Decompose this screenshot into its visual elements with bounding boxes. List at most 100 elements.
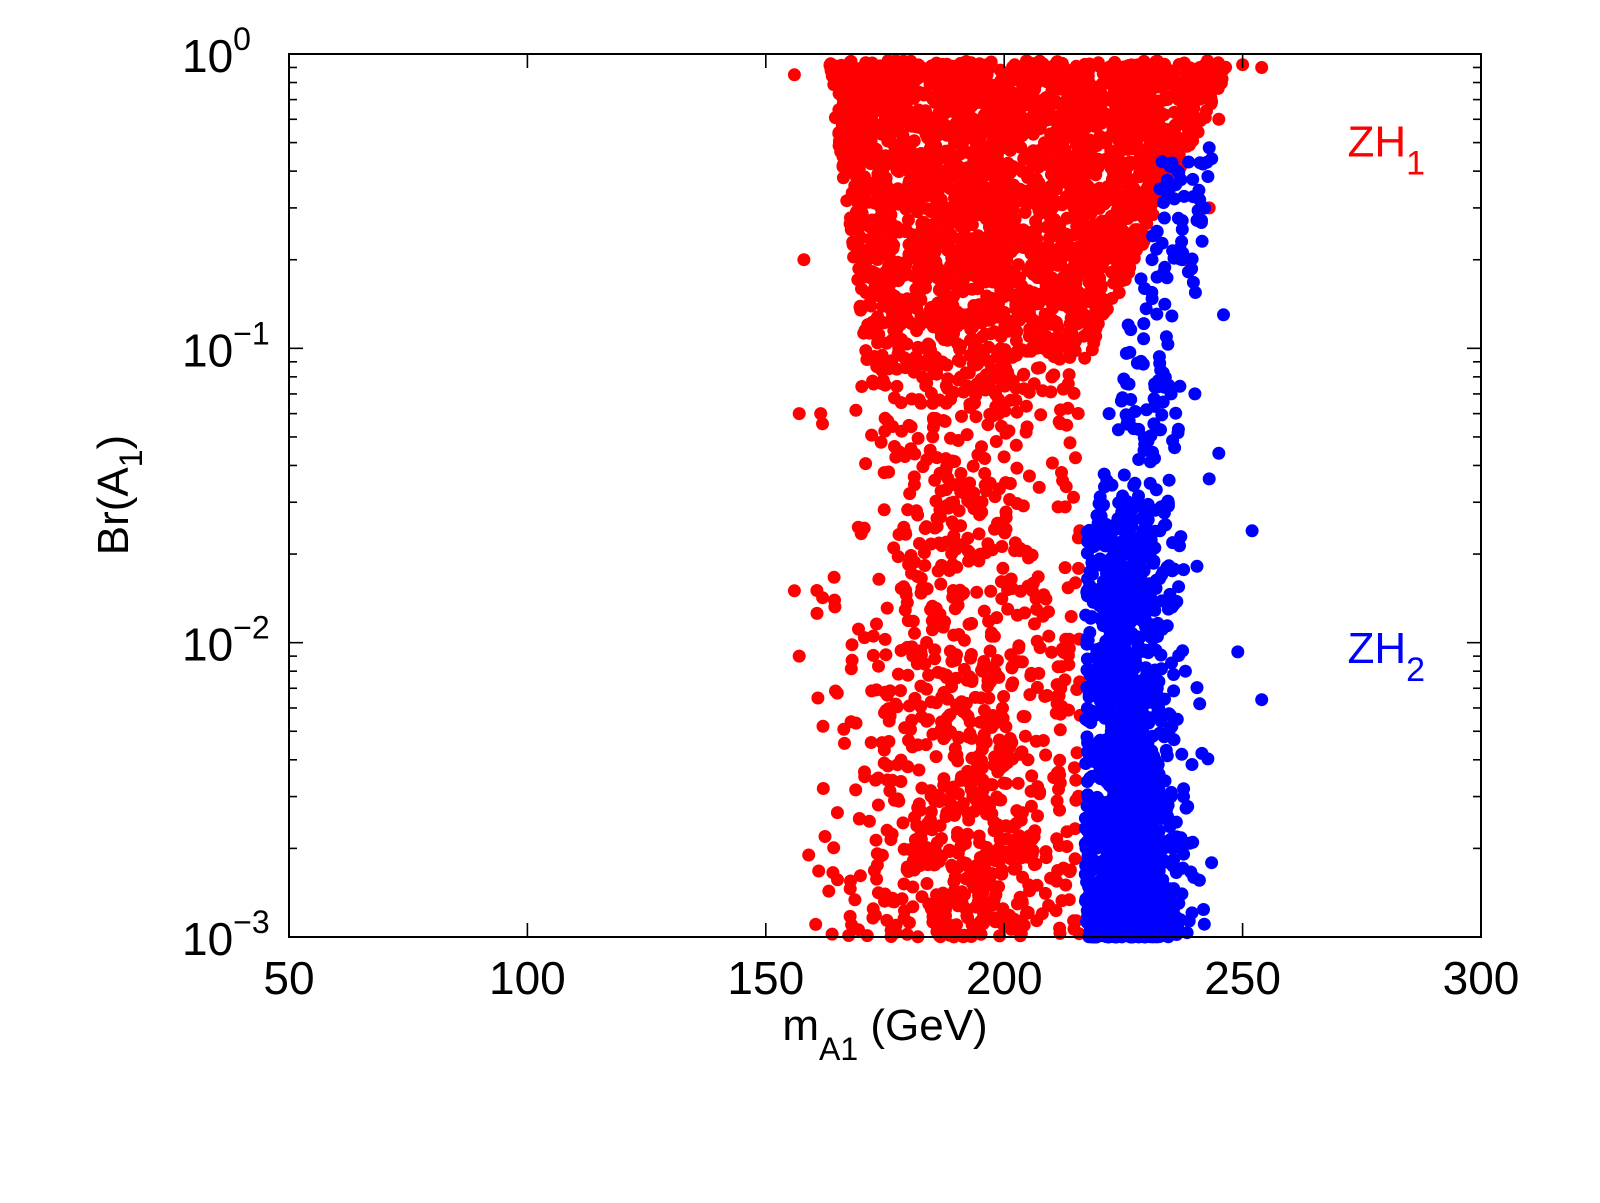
data-point-zh1 [1186, 108, 1200, 122]
data-point-zh1 [978, 478, 992, 492]
data-point-zh1 [954, 840, 968, 854]
data-point-zh1 [816, 782, 830, 795]
data-point-zh1 [878, 378, 892, 392]
data-point-zh1 [1052, 689, 1066, 703]
data-point-zh1 [961, 544, 975, 558]
data-point-zh1 [828, 600, 842, 614]
data-point-zh2 [1103, 732, 1117, 746]
data-point-zh1 [947, 255, 961, 269]
data-point-zh1 [972, 125, 986, 138]
data-point-zh1 [1003, 314, 1017, 328]
data-point-zh1 [1005, 679, 1019, 693]
data-point-zh1 [912, 797, 926, 811]
data-point-zh1 [885, 827, 899, 841]
data-point-zh1 [1053, 753, 1067, 767]
data-point-zh2 [1138, 832, 1152, 845]
data-point-zh2 [1139, 696, 1153, 710]
data-point-zh1 [964, 496, 978, 510]
data-point-zh1 [1033, 641, 1047, 655]
data-point-zh1 [905, 228, 919, 242]
data-point-zh2 [1112, 881, 1126, 895]
data-point-zh1 [931, 665, 945, 679]
data-point-zh2 [1139, 302, 1153, 316]
data-point-zh1 [978, 467, 992, 480]
data-point-zh1 [977, 604, 991, 618]
data-point-zh1 [832, 127, 846, 140]
data-point-zh2 [1120, 706, 1134, 720]
data-point-zh1 [898, 603, 912, 617]
data-point-zh1 [1087, 265, 1101, 278]
data-point-zh1 [965, 751, 979, 765]
data-point-zh1 [920, 714, 934, 728]
data-point-zh1 [1013, 929, 1027, 943]
data-point-zh1 [883, 784, 897, 798]
data-point-zh1 [1067, 490, 1080, 504]
data-point-zh1 [1011, 776, 1025, 790]
data-point-zh1 [907, 863, 921, 877]
data-point-zh1 [880, 336, 893, 350]
data-point-zh1 [930, 319, 943, 333]
data-point-zh1 [912, 393, 926, 407]
data-point-zh2 [1177, 563, 1191, 577]
data-point-zh1 [1091, 56, 1105, 70]
data-point-zh1 [1040, 240, 1054, 254]
data-point-zh1 [1052, 415, 1066, 429]
data-point-zh1 [920, 376, 934, 390]
data-point-zh1 [936, 886, 950, 900]
data-point-zh1 [1005, 661, 1019, 675]
data-point-zh1 [1055, 700, 1069, 713]
data-point-zh1 [890, 197, 903, 211]
data-point-zh1 [812, 864, 826, 878]
data-point-zh1 [1205, 95, 1219, 108]
data-point-zh2 [1167, 684, 1181, 698]
data-point-zh1 [1145, 98, 1159, 111]
data-point-zh1 [1140, 61, 1154, 74]
data-point-zh1 [1161, 93, 1174, 106]
data-point-zh1 [947, 628, 961, 642]
data-point-zh1 [874, 435, 888, 449]
data-point-zh1 [1068, 852, 1082, 866]
data-point-zh2 [1083, 668, 1097, 682]
data-point-zh1 [965, 672, 979, 686]
data-point-zh1 [1137, 159, 1151, 173]
data-point-zh1 [969, 900, 983, 914]
data-point-zh1 [1046, 301, 1060, 315]
data-point-zh1 [1045, 645, 1059, 659]
data-point-zh1 [1058, 500, 1072, 514]
data-point-zh1 [1038, 886, 1052, 900]
data-point-zh1 [983, 308, 997, 322]
data-point-zh1 [981, 418, 995, 432]
data-point-zh1 [1100, 93, 1114, 107]
data-point-zh1 [999, 198, 1013, 212]
data-point-zh1 [838, 736, 851, 750]
data-point-zh1 [787, 68, 801, 82]
data-point-zh2 [1103, 797, 1117, 811]
data-point-zh1 [1022, 469, 1036, 483]
data-point-zh1 [1111, 144, 1125, 158]
data-point-zh1 [856, 189, 870, 203]
data-point-zh2 [1113, 809, 1127, 823]
data-point-zh2 [1197, 917, 1211, 931]
data-point-zh1 [1032, 480, 1046, 494]
data-point-zh1 [869, 356, 883, 370]
data-point-zh2 [1094, 764, 1108, 778]
data-point-zh1 [1107, 276, 1121, 290]
data-point-zh1 [987, 629, 1001, 643]
data-point-zh1 [1123, 155, 1137, 169]
data-point-zh1 [1078, 351, 1092, 365]
data-point-zh2 [1109, 824, 1123, 838]
data-point-zh1 [1017, 367, 1031, 381]
data-point-zh2 [1101, 839, 1115, 853]
data-point-zh2 [1098, 679, 1112, 693]
data-point-zh1 [1029, 237, 1043, 251]
data-point-zh1 [944, 392, 958, 406]
data-point-zh1 [920, 877, 934, 890]
data-point-zh1 [980, 242, 994, 256]
data-point-zh2 [1082, 894, 1096, 908]
data-point-zh2 [1093, 803, 1107, 817]
data-point-zh2 [1088, 818, 1102, 832]
data-point-zh1 [981, 679, 995, 693]
data-point-zh1 [928, 652, 942, 666]
data-point-zh1 [942, 73, 956, 87]
data-point-zh1 [1171, 82, 1185, 96]
